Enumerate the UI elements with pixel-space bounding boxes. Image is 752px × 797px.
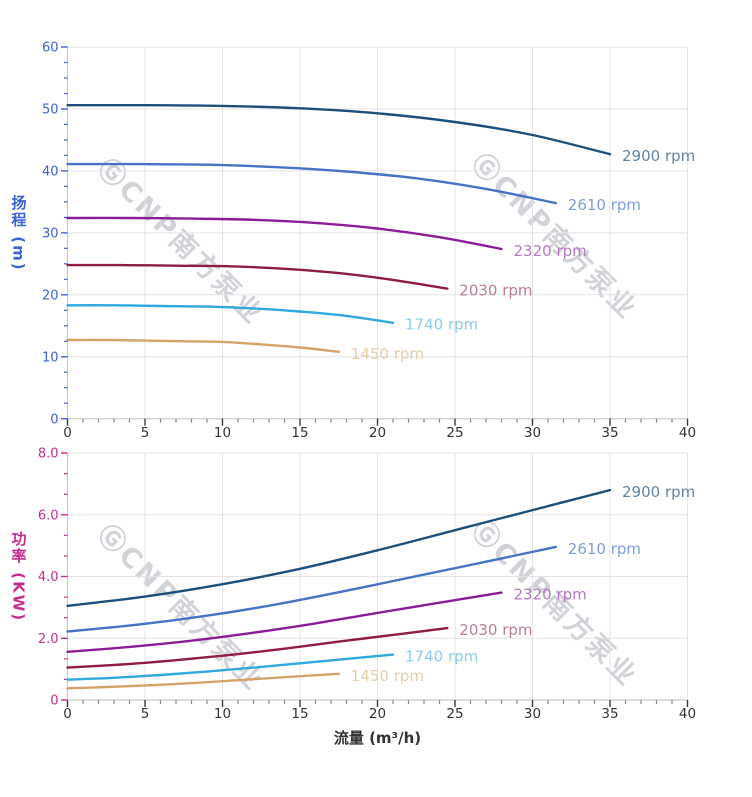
x-tick-label: 20 [369,425,386,441]
y-tick-label: 2.0 [38,632,59,647]
curve-1740-rpm [66,653,395,681]
x-ticks: 0 5 10 15 20 25 30 35 40 [63,700,696,722]
power-chart: 0 5 10 15 20 25 30 35 40 0 2.0 4.0 6.0 8.0 2900 rpm 261… [38,447,696,722]
y-tick-label: 60 [42,41,59,56]
y-tick-label: 20 [42,288,59,303]
curve-label-2610-rpm: 2610 rpm [568,196,641,214]
x-tick-label: 0 [63,425,72,441]
x-tick-label: 30 [524,706,541,722]
y-tick-label: 10 [42,350,59,365]
curve-2320-rpm [66,591,503,653]
curve-2030-rpm [66,263,449,290]
gridlines [67,46,688,419]
curve-label-2610-rpm: 2610 rpm [568,540,641,558]
x-tick-label: 40 [679,706,696,722]
y-tick-label: 6.0 [38,508,59,523]
y-tick-label: 30 [42,227,59,242]
curve-label-2030-rpm: 2030 rpm [459,621,532,639]
curve-label-1740-rpm: 1740 rpm [405,648,478,666]
curve-2900-rpm [66,103,612,156]
curve-1450-rpm [66,672,340,690]
x-tick-label: 35 [601,425,618,441]
x-tick-label: 20 [369,706,386,722]
curve-label-1450-rpm: 1450 rpm [351,345,424,363]
power-axis-title: 功率 (KW) [9,530,28,623]
y-tick-label: 50 [42,103,59,118]
x-tick-label: 35 [601,706,618,722]
curve-label-2320-rpm: 2320 rpm [514,242,587,260]
x-tick-label: 30 [524,425,541,441]
x-tick-label: 5 [141,706,150,722]
curve-label-1450-rpm: 1450 rpm [351,667,424,685]
x-tick-label: 0 [63,706,72,722]
curve-1740-rpm [66,304,395,324]
curve-2030-rpm [66,626,449,669]
curve-label-2900-rpm: 2900 rpm [622,483,695,501]
x-tick-label: 40 [679,425,696,441]
x-tick-label: 15 [291,706,308,722]
x-tick-label: 15 [291,425,308,441]
y-tick-label: 40 [42,165,59,180]
head-chart: 0 5 10 15 20 25 30 35 40 0 10 20 30 40 50 60 2900 rpm 261… [42,41,696,441]
x-tick-label: 25 [446,706,463,722]
curve-2610-rpm [66,162,557,205]
x-ticks: 0 5 10 15 20 25 30 35 40 [63,418,696,441]
flow-axis-title: 流量 (m³/h) [333,729,422,747]
curve-label-1740-rpm: 1740 rpm [405,316,478,334]
y-ticks: 0 2.0 4.0 6.0 8.0 [38,447,68,709]
curve-label-2320-rpm: 2320 rpm [514,586,587,604]
curve-2320-rpm [66,216,503,251]
x-tick-label: 5 [141,425,150,441]
x-tick-label: 25 [446,425,463,441]
curve-1450-rpm [66,338,340,353]
curve-2900-rpm [66,488,612,607]
curve-2610-rpm [66,545,557,633]
gridlines [67,452,688,700]
y-tick-label: 0 [50,694,58,709]
y-ticks: 0 10 20 30 40 50 60 [42,41,68,427]
curve-label-2900-rpm: 2900 rpm [622,147,695,165]
x-tick-label: 10 [214,706,231,722]
head-axis-title: 扬程 (m) [9,194,28,272]
y-tick-label: 4.0 [38,570,59,585]
curve-label-2030-rpm: 2030 rpm [459,282,532,300]
y-tick-label: 8.0 [38,447,59,462]
y-tick-label: 0 [50,412,58,427]
x-tick-label: 10 [214,425,231,441]
